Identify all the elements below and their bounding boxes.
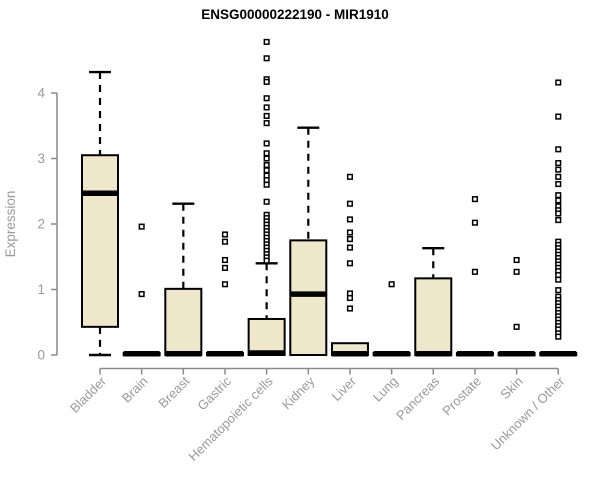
outlier-point [388,281,395,288]
box-iqr [164,287,203,356]
boxplot-group-bladder [81,70,119,357]
box-iqr [81,154,119,328]
y-tick-label: 2 [37,217,45,232]
x-tick-label-kidney: Kidney [279,373,318,412]
boxplot-group-pancreas [414,247,453,357]
outlier-point [346,173,354,180]
outlier-point [346,200,354,207]
x-tick-label-brain: Brain [119,374,151,406]
boxplot-group-skin [497,256,536,357]
outlier-point [263,120,270,127]
outlier-point [346,236,354,243]
outlier-point [555,146,562,153]
outlier-point [513,256,520,264]
boxplot-group-gastric [205,231,244,357]
outlier-point [221,238,229,245]
outlier-point [555,192,562,199]
box-iqr [414,277,453,356]
x-tick-label-gastric: Gastric [194,373,234,413]
outlier-point [346,229,354,236]
outlier-point [555,197,562,204]
outlier-point [221,231,229,238]
outlier-point [346,216,354,223]
y-tick-label: 1 [37,282,45,297]
outlier-point [263,150,270,157]
x-tick-label-prostate: Prostate [439,374,484,419]
boxplot-group-kidney [289,126,328,356]
x-tick-label-breast: Breast [155,373,192,410]
outlier-point [263,38,270,45]
boxplot-group-breast [164,202,203,357]
x-tick-label-skin: Skin [497,374,525,402]
y-tick-label: 0 [37,348,45,363]
outlier-point [555,166,562,173]
x-tick-label-unknown-other: Unknown / Other [488,373,568,453]
outlier-point [471,268,478,275]
outlier-point [263,162,270,169]
y-tick-label: 3 [37,151,45,166]
boxplot-group-brain [122,223,161,357]
outlier-point [555,79,562,86]
boxplot-group-prostate [455,196,494,357]
outlier-point [513,268,520,275]
outlier-point [555,173,562,180]
outlier-point [346,294,354,302]
box-iqr [247,317,286,357]
outlier-point [555,160,562,167]
outlier-point [263,140,270,147]
outlier-point [513,323,520,330]
outlier-point [263,55,270,62]
outlier-point [346,244,354,251]
outlier-point [138,223,145,230]
y-axis-label: Expression [3,191,18,258]
outlier-point [263,112,270,119]
x-tick-label-liver: Liver [329,373,360,404]
box-iqr [289,239,328,356]
outlier-point [221,264,229,271]
outlier-point [263,257,270,264]
outlier-point [263,95,270,102]
outlier-point [555,217,562,224]
outlier-point [263,104,270,111]
x-tick-label-pancreas: Pancreas [393,373,443,423]
boxes-layer [81,38,578,357]
outlier-point [263,167,270,174]
outlier-point [471,219,478,226]
outlier-point [555,276,562,283]
outlier-point [471,196,478,203]
outlier-point [221,281,229,288]
chart-title: ENSG00000222190 - MIR1910 [201,7,389,22]
boxplot-group-hematopoietic-cells [247,38,286,357]
x-tick-label-bladder: Bladder [67,373,110,416]
outlier-point [263,155,270,162]
x-tick-label-lung: Lung [370,374,401,405]
boxplot-group-liver [330,173,369,357]
outlier-point [138,291,145,298]
outlier-point [346,260,354,267]
outlier-point [263,198,270,205]
outlier-point [346,305,354,312]
outlier-point [263,78,270,85]
outlier-point [555,333,562,340]
outlier-point [263,181,270,188]
outlier-point [555,210,562,217]
boxplot-group-lung [372,281,411,357]
outlier-point [555,287,562,294]
outlier-point [555,113,562,120]
outlier-point [221,256,229,264]
outlier-point [555,180,562,188]
boxplot-group-unknown-other [539,79,578,357]
y-tick-label: 4 [37,86,45,101]
